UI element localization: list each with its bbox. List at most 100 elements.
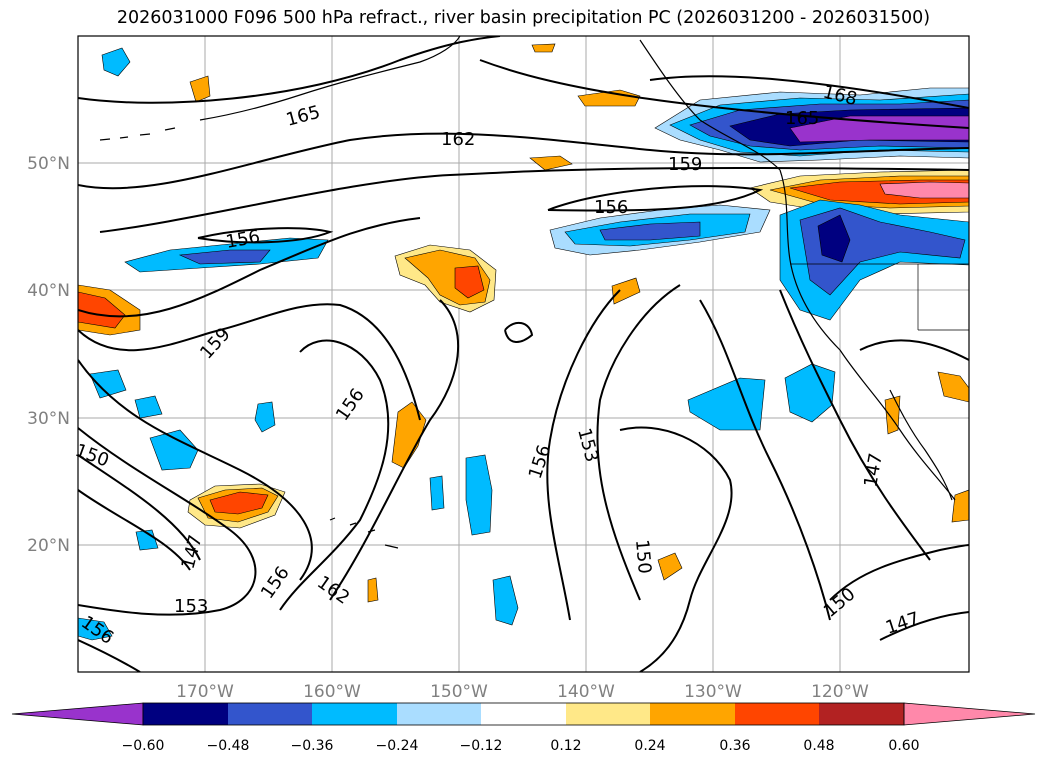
shade-orange-blob10 bbox=[367, 577, 379, 603]
shade-ca-pink bbox=[879, 181, 969, 199]
contour-150-center bbox=[619, 426, 733, 672]
lon-label-170w: 170°W bbox=[176, 682, 234, 702]
shade-orange-blob3 bbox=[529, 155, 573, 171]
clab-165-e: 165 bbox=[785, 108, 819, 129]
contour-165-b bbox=[479, 59, 969, 129]
colorbar-tick-7: 0.36 bbox=[719, 738, 750, 754]
clab-156-loop: 156 bbox=[332, 385, 369, 425]
colorbar-tick-3: −0.24 bbox=[376, 738, 419, 754]
clab-153-w: 153 bbox=[174, 596, 208, 617]
lon-label-140w: 140°W bbox=[557, 682, 615, 702]
height-contours bbox=[78, 36, 969, 672]
lon-axis: 170°W 160°W 150°W 140°W 130°W 120°W bbox=[176, 682, 869, 702]
shade-orange-blob1 bbox=[189, 75, 211, 103]
contour-159-loop bbox=[78, 303, 421, 421]
lon-label-150w: 150°W bbox=[430, 682, 488, 702]
shade-orange-blob4 bbox=[611, 277, 641, 305]
clab-165-w: 165 bbox=[284, 102, 323, 131]
clab-159-mid: 159 bbox=[196, 324, 235, 364]
contour-159-top bbox=[99, 166, 969, 233]
lon-label-130w: 130°W bbox=[684, 682, 742, 702]
clab-156-top: 156 bbox=[594, 197, 628, 218]
coastlines bbox=[99, 36, 969, 549]
shade-orange-blob7 bbox=[937, 371, 969, 403]
shade-cyan-blob6 bbox=[465, 454, 493, 536]
shade-cyan-blob3 bbox=[134, 395, 163, 419]
clab-162: 162 bbox=[441, 129, 475, 150]
contour-162-mid bbox=[329, 299, 460, 601]
colorbar-tick-2: −0.36 bbox=[291, 738, 334, 754]
contour-147-east bbox=[879, 611, 969, 641]
lat-label-40n: 40°N bbox=[27, 281, 70, 301]
contour-165-a bbox=[78, 36, 501, 104]
colorbar-seg-2 bbox=[228, 703, 312, 725]
contour-156-center bbox=[546, 289, 621, 621]
contour-labels: 168 165 165 162 159 156 156 159 156 153 … bbox=[72, 81, 922, 648]
lat-label-50n: 50°N bbox=[27, 154, 70, 174]
colorbar-tick-6: 0.24 bbox=[634, 738, 665, 754]
contour-156-ring bbox=[78, 359, 313, 581]
shade-or-navy bbox=[817, 214, 851, 263]
contour-closed-small bbox=[504, 321, 534, 343]
shade-cyan-blob10 bbox=[135, 529, 159, 551]
clab-150-c: 150 bbox=[631, 539, 655, 575]
colorbar-frame bbox=[142, 702, 905, 726]
colorbar-seg-9 bbox=[819, 703, 904, 725]
lat-axis: 50°N 40°N 30°N 20°N bbox=[27, 154, 70, 556]
colorbar-seg-5 bbox=[481, 703, 566, 725]
coast-baja bbox=[889, 389, 953, 501]
colorbar-seg-4 bbox=[397, 703, 481, 725]
contour-156-west bbox=[197, 227, 334, 244]
colorbar-seg-3 bbox=[312, 703, 397, 725]
shade-pnw-purple bbox=[789, 115, 969, 143]
lon-label-160w: 160°W bbox=[303, 682, 361, 702]
contour-147-left bbox=[78, 489, 191, 571]
coast-westcoast bbox=[779, 169, 956, 501]
colorbar-tick-8: 0.48 bbox=[803, 738, 834, 754]
colorbar-tick-1: −0.48 bbox=[207, 738, 250, 754]
shade-cyan-blob1 bbox=[101, 47, 131, 77]
shade-cyan-blob12 bbox=[429, 475, 445, 511]
colorbar-tick-9: 0.60 bbox=[888, 738, 919, 754]
shade-cyan-blob11 bbox=[78, 617, 113, 641]
gridlines bbox=[78, 36, 969, 672]
colorbar-seg-8 bbox=[735, 703, 819, 725]
shade-cyan-blob8 bbox=[687, 377, 766, 431]
map-title: 2026031000 F096 500 hPa refract., river … bbox=[116, 8, 931, 28]
shade-left-red bbox=[78, 291, 126, 329]
contour-168 bbox=[649, 75, 969, 109]
colorbar-tick-0: −0.60 bbox=[122, 738, 165, 754]
shade-mid-red bbox=[454, 265, 485, 299]
contour-162 bbox=[78, 132, 969, 190]
contour-150-left bbox=[78, 454, 201, 561]
shade-cyan-blob5 bbox=[254, 401, 276, 433]
contour-153-a bbox=[78, 427, 257, 616]
colorbar-seg-10 bbox=[903, 702, 1036, 726]
shade-orange-blob9 bbox=[951, 489, 969, 523]
contour-156-bottom bbox=[78, 639, 141, 672]
clab-147-w: 147 bbox=[178, 533, 207, 572]
lat-label-20n: 20°N bbox=[27, 536, 70, 556]
colorbar-seg-7 bbox=[650, 703, 735, 725]
contour-east-2 bbox=[779, 289, 931, 561]
clab-156-s: 156 bbox=[257, 563, 294, 603]
shade-cyan-blob7 bbox=[492, 575, 519, 626]
colorbar-tick-5: 0.12 bbox=[550, 738, 581, 754]
colorbar-seg-1 bbox=[143, 703, 228, 725]
shade-cyan-blob4 bbox=[149, 429, 199, 471]
clab-147-ne: 147 bbox=[860, 451, 887, 488]
coast-bc bbox=[639, 39, 781, 171]
shaded-fields bbox=[78, 43, 969, 641]
clab-159: 159 bbox=[668, 154, 702, 175]
contour-153-center bbox=[596, 284, 681, 601]
lon-label-120w: 120°W bbox=[811, 682, 869, 702]
shade-sub-red bbox=[209, 491, 269, 515]
contour-east-1 bbox=[699, 299, 831, 621]
clab-147-e: 147 bbox=[883, 608, 922, 639]
clab-162-s: 162 bbox=[313, 572, 353, 609]
shade-w156-blue bbox=[178, 249, 271, 265]
shade-orange-blob2 bbox=[577, 89, 641, 107]
map-frame bbox=[77, 35, 970, 673]
contour-156-top bbox=[547, 185, 764, 212]
